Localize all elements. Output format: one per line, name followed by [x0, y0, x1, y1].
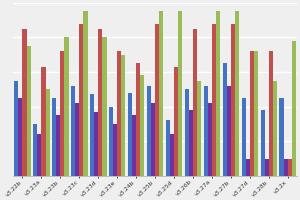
Bar — [132, 115, 136, 176]
Bar — [27, 46, 31, 176]
Bar — [254, 51, 258, 176]
Bar — [250, 51, 254, 176]
Bar — [204, 86, 208, 176]
Bar — [178, 11, 182, 176]
Bar — [151, 103, 155, 176]
Bar — [147, 86, 151, 176]
Bar — [288, 159, 292, 176]
Bar — [128, 93, 132, 176]
Bar — [121, 55, 125, 176]
Bar — [242, 98, 246, 176]
Bar — [56, 115, 60, 176]
Bar — [140, 75, 144, 176]
Bar — [37, 134, 41, 176]
Bar — [90, 94, 94, 176]
Bar — [22, 29, 27, 176]
Bar — [98, 29, 102, 176]
Bar — [170, 134, 174, 176]
Bar — [235, 11, 239, 176]
Bar — [46, 89, 50, 176]
Bar — [52, 98, 56, 176]
Bar — [117, 51, 121, 176]
Bar — [212, 24, 216, 176]
Bar — [18, 98, 22, 176]
Bar — [136, 63, 140, 176]
Bar — [197, 81, 201, 176]
Bar — [223, 63, 227, 176]
Bar — [155, 24, 159, 176]
Bar — [208, 103, 212, 176]
Bar — [216, 11, 220, 176]
Bar — [284, 159, 288, 176]
Bar — [246, 159, 250, 176]
Bar — [33, 124, 37, 176]
Bar — [193, 29, 197, 176]
Bar — [166, 120, 170, 176]
Bar — [227, 86, 231, 176]
Bar — [75, 103, 79, 176]
Bar — [174, 67, 178, 176]
Bar — [109, 107, 113, 176]
Bar — [231, 24, 235, 176]
Bar — [280, 98, 284, 176]
Bar — [71, 86, 75, 176]
Bar — [60, 51, 64, 176]
Bar — [189, 110, 193, 176]
Bar — [185, 89, 189, 176]
Bar — [94, 112, 98, 176]
Bar — [64, 37, 69, 176]
Bar — [265, 159, 269, 176]
Bar — [273, 81, 277, 176]
Bar — [260, 110, 265, 176]
Bar — [83, 11, 88, 176]
Bar — [113, 124, 117, 176]
Bar — [269, 51, 273, 176]
Bar — [102, 37, 106, 176]
Bar — [292, 41, 296, 176]
Bar — [159, 11, 164, 176]
Bar — [14, 81, 18, 176]
Bar — [79, 24, 83, 176]
Bar — [41, 67, 46, 176]
